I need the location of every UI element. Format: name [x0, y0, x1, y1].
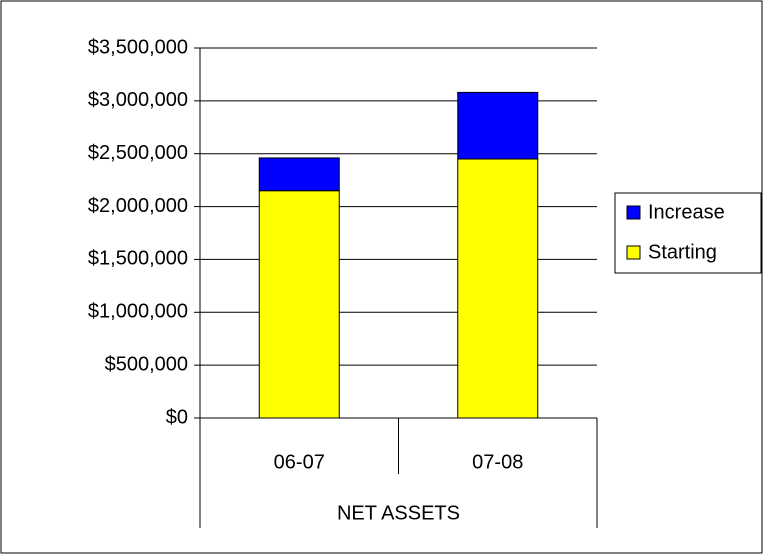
legend-label: Increase	[648, 201, 725, 223]
bar-segment	[457, 91, 539, 160]
y-tick-label: $1,000,000	[88, 301, 188, 323]
bar-segment	[457, 158, 539, 419]
legend-swatch	[626, 245, 641, 260]
y-tick-label: $2,000,000	[88, 195, 188, 217]
y-tick-label: $3,500,000	[88, 36, 188, 58]
y-tick-label: $0	[166, 406, 188, 428]
x-tick-label: 07-08	[472, 451, 523, 473]
legend-swatch	[626, 205, 641, 220]
y-tick-label: $500,000	[105, 353, 188, 375]
y-tick-label: $3,000,000	[88, 89, 188, 111]
bar-segment	[258, 157, 340, 192]
bar-segment	[258, 190, 340, 419]
x-tick-label: 06-07	[274, 451, 325, 473]
legend-label: Starting	[648, 241, 717, 263]
y-tick-label: $2,500,000	[88, 142, 188, 164]
category-group-label: NET ASSETS	[337, 502, 460, 524]
y-tick-label: $1,500,000	[88, 248, 188, 270]
